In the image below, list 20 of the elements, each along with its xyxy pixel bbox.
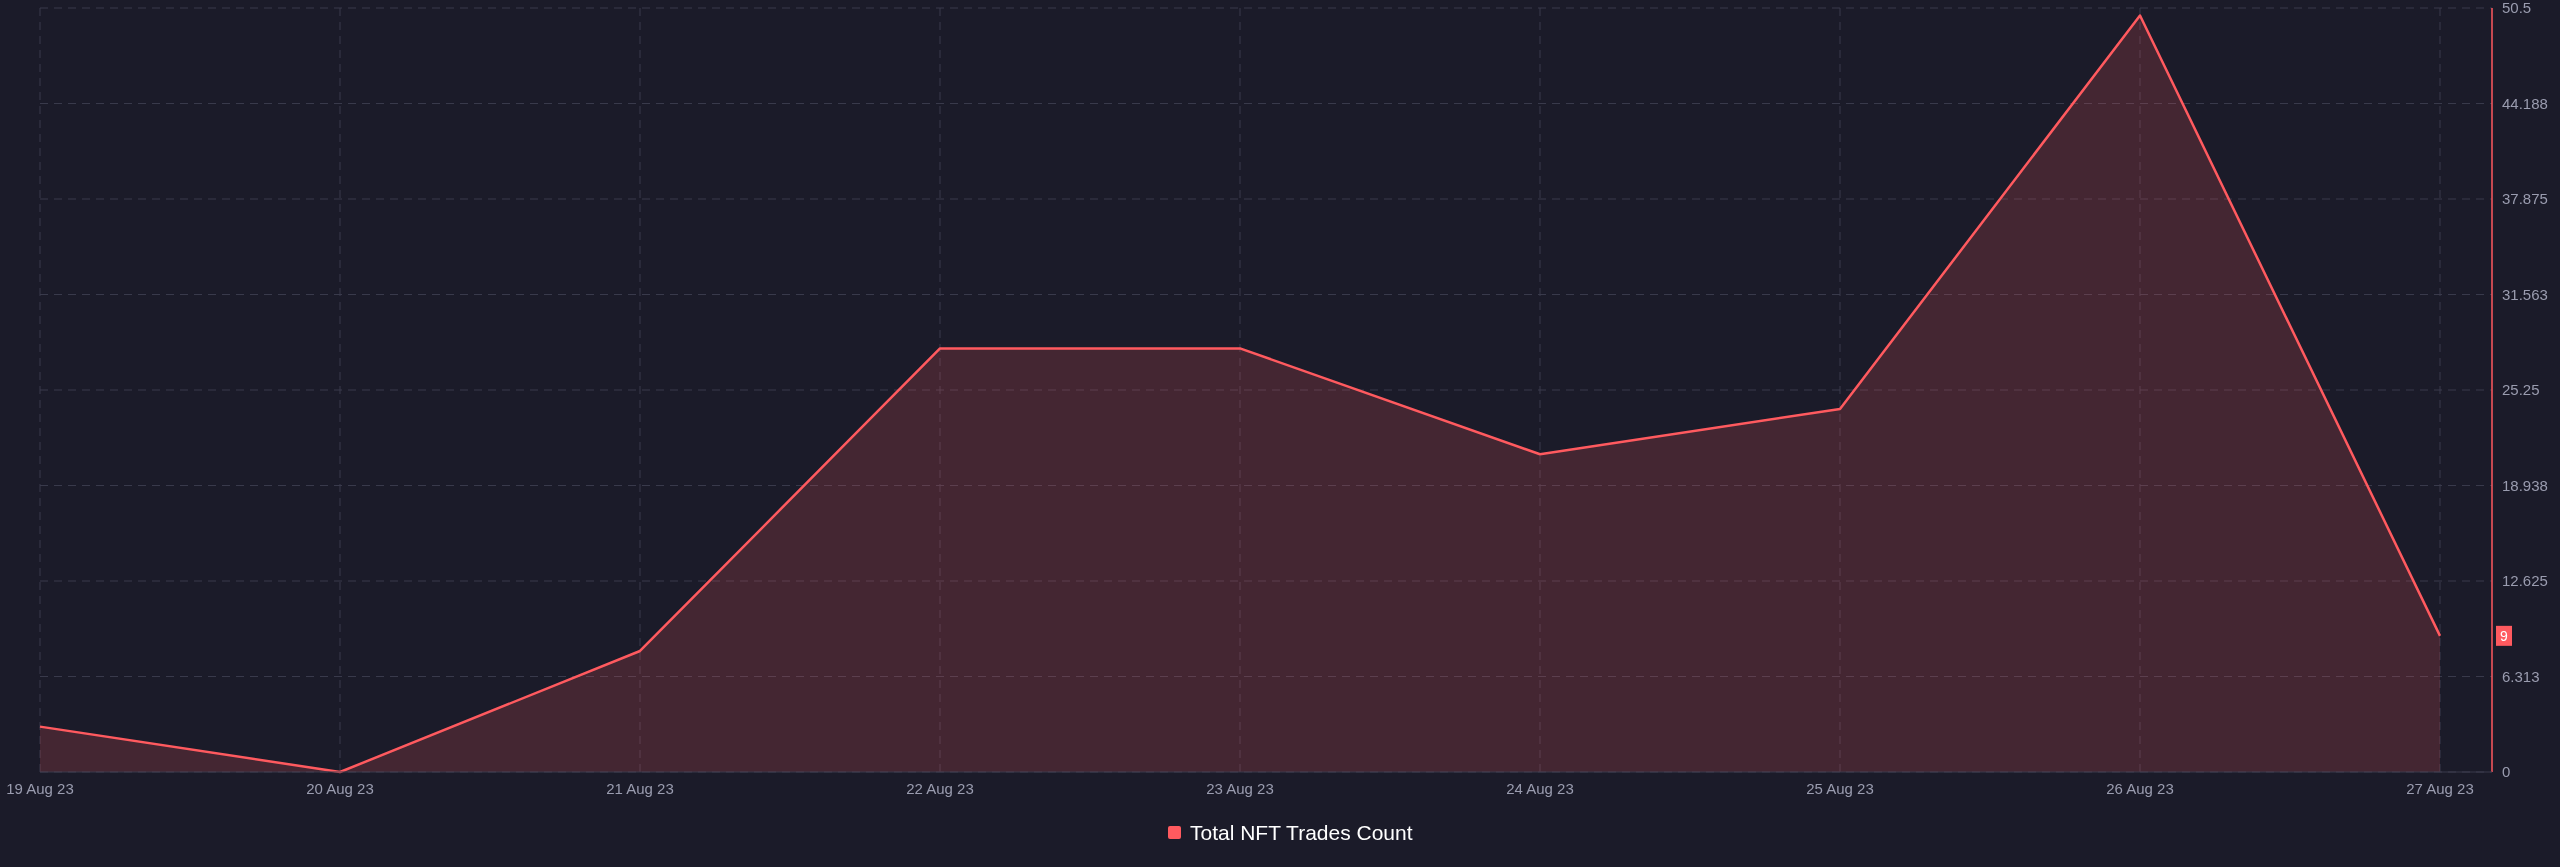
- y-tick-label: 25.25: [2502, 381, 2540, 399]
- text: 9: [2500, 627, 2509, 644]
- y-tick-label: 6.313: [2502, 667, 2540, 685]
- x-tick-label: 23 Aug 23: [1206, 780, 1274, 797]
- x-tick-label: 26 Aug 23: [2106, 780, 2174, 797]
- x-tick-label: 25 Aug 23: [1806, 780, 1874, 797]
- x-tick-label: 27 Aug 23: [2406, 780, 2474, 797]
- y-tick-label: 50.5: [2502, 0, 2532, 17]
- legend-label: Total NFT Trades Count: [1190, 821, 1413, 845]
- y-tick-label: 37.875: [2502, 190, 2548, 208]
- x-tick-label: 24 Aug 23: [1506, 780, 1574, 797]
- x-tick-label: 20 Aug 23: [306, 780, 374, 797]
- x-tick-label: 21 Aug 23: [606, 780, 674, 797]
- x-tick-label: 19 Aug 23: [6, 780, 74, 797]
- x-tick-label: 22 Aug 23: [906, 780, 974, 797]
- y-tick-label: 0: [2502, 763, 2511, 781]
- y-tick-label: 12.625: [2502, 572, 2548, 590]
- y-tick-label: 44.188: [2502, 94, 2548, 112]
- y-tick-label: 31.563: [2502, 285, 2548, 303]
- y-tick-label: 18.938: [2502, 476, 2548, 494]
